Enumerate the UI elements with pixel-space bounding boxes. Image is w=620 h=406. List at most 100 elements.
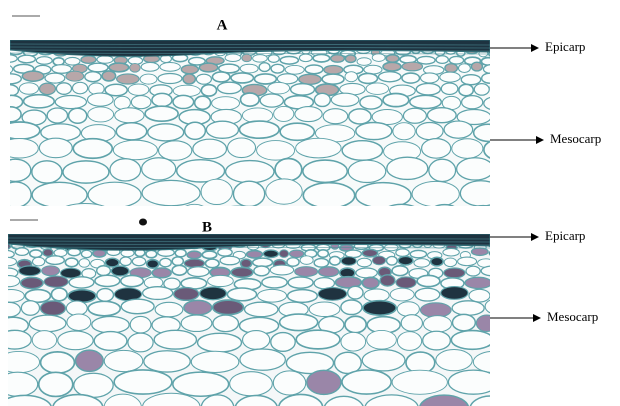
- cell: [231, 267, 253, 277]
- cell: [372, 256, 385, 265]
- cell: [0, 372, 38, 396]
- cell: [504, 242, 516, 249]
- cell: [489, 249, 503, 256]
- cell: [291, 84, 315, 95]
- cell: [173, 372, 229, 396]
- cell: [403, 108, 426, 123]
- cell: [345, 72, 358, 82]
- cell: [220, 256, 239, 265]
- cell: [199, 63, 217, 72]
- cell: [416, 83, 440, 94]
- cell: [218, 249, 232, 256]
- cell: [172, 265, 186, 275]
- cell: [366, 83, 388, 94]
- cell: [296, 138, 342, 158]
- annotation: Mesocarp: [550, 131, 601, 146]
- cell: [233, 181, 264, 206]
- cell: [303, 183, 354, 208]
- cell: [75, 350, 103, 371]
- cell: [452, 301, 484, 316]
- cell: [94, 332, 127, 351]
- cell: [422, 139, 451, 159]
- cell: [257, 141, 295, 161]
- cell: [280, 314, 318, 330]
- cell: [0, 55, 17, 63]
- cell: [130, 63, 140, 72]
- cell: [239, 121, 279, 138]
- cell: [415, 288, 440, 301]
- micrograph-a: [0, 40, 549, 236]
- cell: [202, 251, 216, 258]
- cell: [147, 260, 159, 269]
- cell: [0, 302, 20, 317]
- cell: [499, 370, 537, 394]
- cell: [280, 123, 314, 140]
- cell: [193, 139, 227, 159]
- cell: [97, 266, 111, 276]
- cell: [491, 288, 518, 301]
- cell: [444, 268, 465, 278]
- cell: [402, 73, 420, 83]
- cell: [181, 315, 212, 331]
- cell: [132, 257, 145, 266]
- cell: [173, 95, 194, 108]
- cell: [280, 56, 298, 64]
- cell: [32, 161, 62, 183]
- cell: [72, 82, 87, 93]
- cell: [159, 141, 192, 161]
- cell: [102, 71, 116, 81]
- micrograph-b: [0, 234, 537, 406]
- cell: [114, 370, 172, 394]
- cell: [363, 301, 396, 316]
- cell: [188, 267, 209, 277]
- cell: [92, 317, 129, 333]
- cell: [15, 248, 28, 255]
- cell: [492, 110, 516, 125]
- cell: [205, 259, 219, 268]
- cell: [121, 275, 144, 286]
- cell: [490, 81, 508, 92]
- cell: [493, 275, 513, 286]
- cell: [0, 107, 21, 122]
- cell: [104, 350, 143, 371]
- cell: [459, 84, 473, 95]
- cell: [0, 85, 18, 96]
- cell: [187, 251, 201, 258]
- cell: [356, 122, 392, 139]
- panel-label: B: [202, 219, 212, 235]
- cell: [342, 370, 391, 394]
- cell: [128, 84, 149, 95]
- cell: [53, 204, 117, 233]
- cell: [22, 71, 44, 81]
- cell: [496, 55, 508, 63]
- cell: [473, 351, 515, 372]
- cell: [155, 302, 183, 317]
- cell: [0, 206, 52, 235]
- cell: [227, 288, 256, 301]
- cell: [45, 73, 65, 83]
- cell: [494, 331, 522, 350]
- cell: [499, 72, 518, 82]
- cell: [152, 93, 172, 106]
- cell: [213, 206, 263, 235]
- cell: [410, 95, 442, 108]
- cell: [121, 299, 154, 314]
- cell: [379, 72, 401, 82]
- annotation: Epicarp: [545, 228, 585, 243]
- cell: [273, 371, 305, 395]
- cell: [55, 95, 86, 108]
- cell: [461, 75, 480, 85]
- cell: [0, 159, 31, 181]
- cell: [240, 64, 258, 73]
- cell: [417, 275, 440, 286]
- cell: [88, 93, 114, 106]
- cell: [56, 83, 71, 94]
- cell: [323, 109, 348, 124]
- cell: [67, 314, 91, 330]
- cell: [143, 287, 173, 300]
- cell: [0, 289, 24, 302]
- cell: [118, 207, 176, 236]
- cell: [97, 289, 114, 302]
- cell: [41, 352, 75, 373]
- cell: [270, 265, 293, 275]
